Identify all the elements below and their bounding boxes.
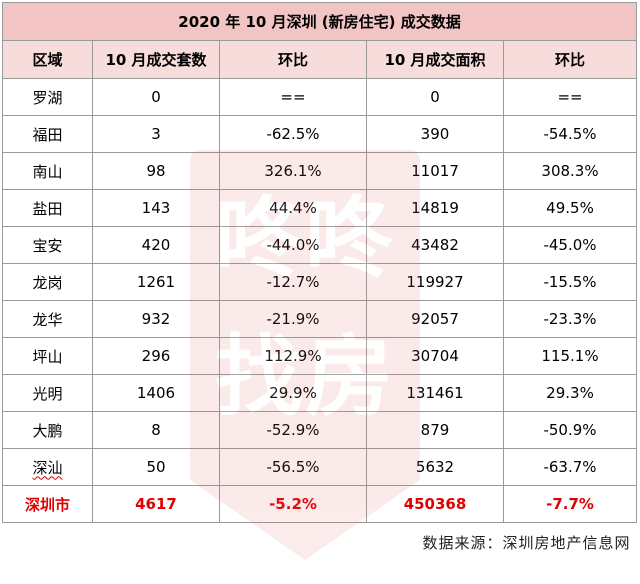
units-cell: 1261 [92,263,220,301]
area-mom-cell: 308.3% [502,152,638,190]
district-cell: 坪山 [2,337,93,375]
units-mom-cell: -12.7% [219,263,367,301]
total-area-mom-cell: -7.7% [502,485,638,523]
area-cell: 390 [366,115,504,153]
units-mom-cell: 326.1% [219,152,367,190]
district-cell: 盐田 [2,189,93,227]
area-cell: 43482 [366,226,504,264]
district-cell: 大鹏 [2,411,93,449]
units-mom-cell: -62.5% [219,115,367,153]
units-mom-cell: -52.9% [219,411,367,449]
area-mom-cell: 115.1% [502,337,638,375]
district-cell: 深汕 [2,448,93,486]
units-cell: 143 [92,189,220,227]
area-cell: 879 [366,411,504,449]
district-cell: 南山 [2,152,93,190]
table-row: 坪山 296 112.9% 30704 115.1% [2,337,638,375]
district-cell: 光明 [2,374,93,412]
total-units-cell: 4617 [92,485,220,523]
table-row: 龙岗 1261 -12.7% 119927 -15.5% [2,263,638,301]
area-cell: 0 [366,78,504,116]
area-mom-cell: 49.5% [502,189,638,227]
units-cell: 1406 [92,374,220,412]
area-cell: 92057 [366,300,504,338]
table-row: 罗湖 0 == 0 == [2,78,638,116]
total-units-mom-cell: -5.2% [219,485,367,523]
units-mom-cell: -56.5% [219,448,367,486]
area-mom-cell: == [502,78,638,116]
units-mom-cell: 29.9% [219,374,367,412]
units-mom-cell: 112.9% [219,337,367,375]
units-mom-cell: == [219,78,367,116]
units-cell: 98 [92,152,220,190]
district-cell: 福田 [2,115,93,153]
table-row: 福田 3 -62.5% 390 -54.5% [2,115,638,153]
district-label: 深汕 [32,458,63,477]
units-mom-cell: 44.4% [219,189,367,227]
units-mom-cell: -21.9% [219,300,367,338]
table-row: 南山 98 326.1% 11017 308.3% [2,152,638,190]
units-cell: 932 [92,300,220,338]
area-cell: 131461 [366,374,504,412]
area-mom-cell: -23.3% [502,300,638,338]
area-mom-cell: -63.7% [502,448,638,486]
header-units: 10 月成交套数 [92,40,220,79]
total-row: 深圳市 4617 -5.2% 450368 -7.7% [2,485,638,523]
area-cell: 30704 [366,337,504,375]
units-cell: 0 [92,78,220,116]
district-cell: 宝安 [2,226,93,264]
district-cell: 罗湖 [2,78,93,116]
table-title: 2020 年 10 月深圳 (新房住宅) 成交数据 [1,2,638,41]
table-row: 光明 1406 29.9% 131461 29.3% [2,374,638,412]
units-cell: 50 [92,448,220,486]
table-row: 宝安 420 -44.0% 43482 -45.0% [2,226,638,264]
header-row: 区域 10 月成交套数 环比 10 月成交面积 环比 [2,40,638,79]
area-cell: 14819 [366,189,504,227]
table-container: 咚咚找房 2020 年 10 月深圳 (新房住宅) 成交数据 区域 10 月成交… [1,2,638,562]
total-district-cell: 深圳市 [2,485,93,523]
table-title-row: 2020 年 10 月深圳 (新房住宅) 成交数据 [1,2,638,41]
area-cell: 11017 [366,152,504,190]
table-row: 深汕 50 -56.5% 5632 -63.7% [2,448,638,486]
area-mom-cell: 29.3% [502,374,638,412]
source-row: 数据来源：深圳房地产信息网 [3,523,637,562]
area-mom-cell: -50.9% [502,411,638,449]
district-cell: 龙岗 [2,263,93,301]
data-source-note: 数据来源：深圳房地产信息网 [422,533,631,552]
transaction-table: 2020 年 10 月深圳 (新房住宅) 成交数据 区域 10 月成交套数 环比… [1,2,638,562]
total-area-cell: 450368 [366,485,504,523]
header-units-mom: 环比 [219,40,367,79]
units-cell: 8 [92,411,220,449]
units-cell: 420 [92,226,220,264]
header-area: 10 月成交面积 [366,40,504,79]
area-cell: 5632 [366,448,504,486]
area-mom-cell: -54.5% [502,115,638,153]
header-district: 区域 [2,40,93,79]
units-cell: 296 [92,337,220,375]
district-cell: 龙华 [2,300,93,338]
table-row: 龙华 932 -21.9% 92057 -23.3% [2,300,638,338]
area-cell: 119927 [366,263,504,301]
units-cell: 3 [92,115,220,153]
area-mom-cell: -15.5% [502,263,638,301]
table-row: 盐田 143 44.4% 14819 49.5% [2,189,638,227]
table-row: 大鹏 8 -52.9% 879 -50.9% [2,411,638,449]
area-mom-cell: -45.0% [502,226,638,264]
header-area-mom: 环比 [502,40,638,79]
units-mom-cell: -44.0% [219,226,367,264]
